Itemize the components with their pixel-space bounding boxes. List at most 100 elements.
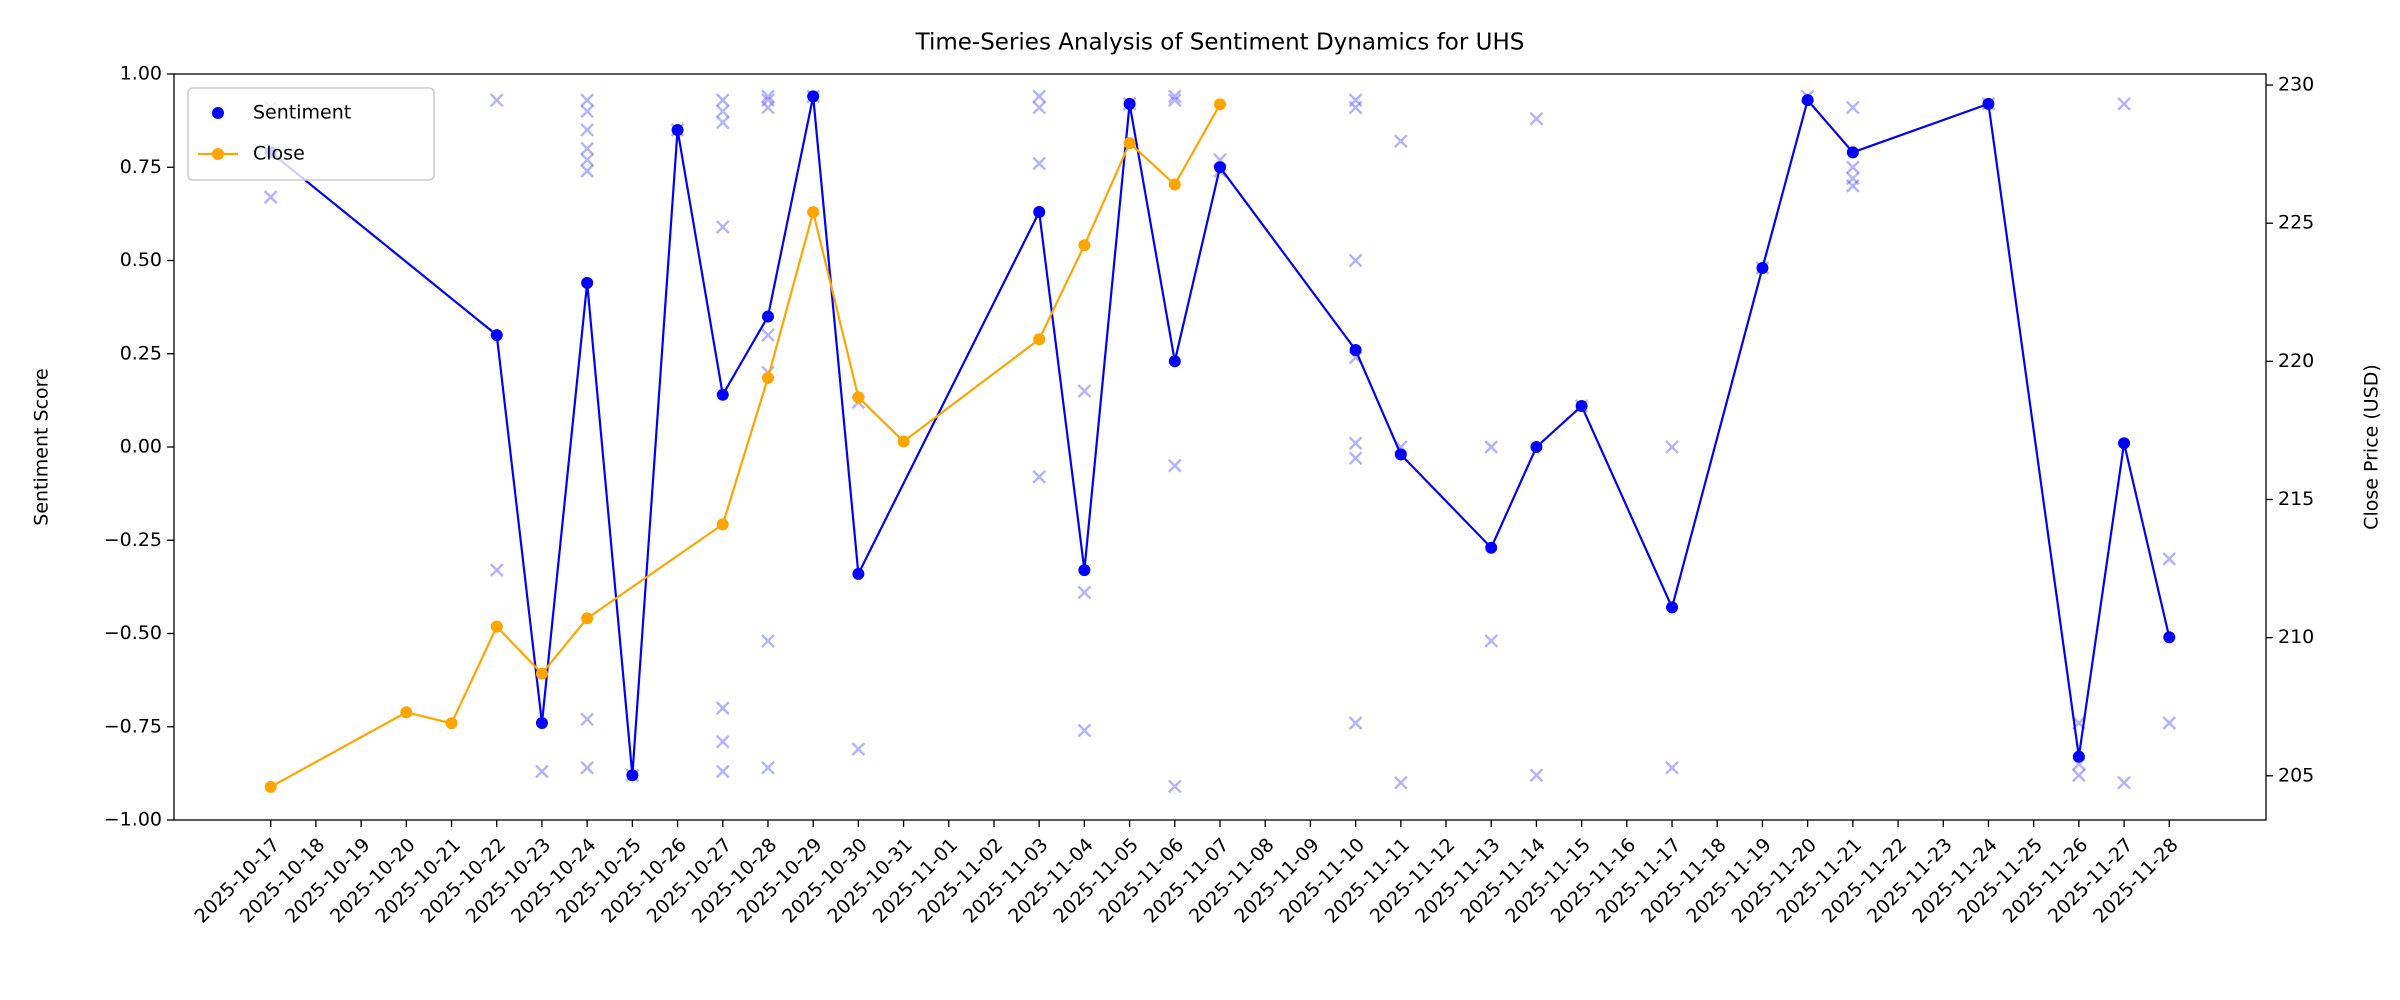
series-marker (535, 667, 548, 680)
series-marker (1033, 206, 1046, 219)
y-tick-label: −0.75 (104, 715, 162, 737)
sentiment-point (1529, 111, 1544, 126)
legend-label: Close (253, 143, 305, 165)
sentiment-point (1665, 760, 1679, 775)
sentiment-point (580, 152, 595, 167)
series-marker (445, 717, 458, 730)
sentiment-point (761, 100, 775, 115)
series-marker (716, 388, 729, 401)
sentiment-point (1167, 89, 1182, 104)
series-marker (1214, 98, 1226, 111)
sentiment-point (580, 760, 595, 775)
sentiment-point (580, 123, 595, 137)
sentiment-point (1032, 156, 1047, 171)
sentiment-point (2117, 96, 2131, 111)
sentiment-point (2072, 768, 2086, 783)
series-marker (761, 371, 774, 384)
y2-tick-label: 210 (2278, 626, 2314, 648)
sentiment-point (761, 328, 775, 342)
sentiment-point (1348, 100, 1363, 115)
series-marker (1530, 441, 1543, 453)
sentiment-point (489, 563, 504, 577)
series-marker (2163, 631, 2176, 644)
series-marker (897, 435, 910, 448)
sentiment-point (2162, 716, 2177, 730)
sentiment-point (1077, 585, 1092, 600)
sentiment-point (1077, 384, 1092, 398)
series-marker (2072, 750, 2085, 763)
series-marker (490, 329, 503, 342)
sentiment-point (1077, 723, 1092, 738)
sentiment-point (715, 764, 730, 779)
y-tick-label: −1.00 (104, 809, 162, 831)
sentiment-point (1167, 458, 1182, 473)
series-marker (581, 276, 594, 289)
sentiment-point (1032, 100, 1047, 115)
sentiment-point (1167, 779, 1182, 794)
series-marker (535, 717, 548, 730)
sentiment-point (1393, 775, 1408, 790)
series-marker (852, 567, 865, 580)
series-marker (852, 391, 865, 404)
legend-label: Sentiment (253, 102, 351, 124)
sentiment-point (1393, 134, 1408, 148)
sentiment-point (715, 220, 730, 234)
sentiment-point (580, 104, 595, 119)
sentiment-point (1167, 93, 1182, 107)
y2-tick-label: 215 (2278, 488, 2314, 510)
series-marker (490, 620, 503, 633)
y2-tick-label: 205 (2278, 764, 2314, 786)
sentiment-point (1665, 440, 1679, 454)
series-marker (1078, 564, 1091, 577)
y-axis-label: Sentiment Score (31, 368, 53, 525)
series-marker (1349, 344, 1362, 357)
y-tick-label: 0.50 (120, 249, 162, 271)
sentiment-point (1845, 179, 1860, 193)
y-tick-label: −0.25 (104, 529, 162, 551)
sentiment-point (489, 93, 504, 107)
sentiment-point (1032, 469, 1047, 484)
sentiment-point (2162, 552, 2177, 566)
series-line (270, 96, 2171, 776)
series-marker (1756, 261, 1769, 274)
sentiment-point (580, 93, 595, 107)
y2-tick-label: 225 (2278, 212, 2314, 234)
series-marker (1123, 97, 1136, 110)
sentiment-point (715, 734, 730, 749)
sentiment-point (1348, 436, 1363, 451)
series-marker (2118, 437, 2131, 450)
series-line (270, 103, 1221, 788)
sentiment-point (1032, 89, 1047, 104)
series-marker (626, 769, 639, 782)
sentiment-point (580, 164, 595, 178)
legend-box (187, 87, 435, 181)
y-tick-label: −0.50 (104, 622, 162, 644)
legend-marker (212, 148, 224, 160)
y2-axis-label: Close Price (USD) (2361, 364, 2383, 530)
sentiment-point (1348, 451, 1363, 466)
sentiment-point (1348, 716, 1363, 730)
sentiment-point (715, 93, 730, 107)
series-marker (400, 706, 413, 719)
y2-tick-label: 230 (2278, 74, 2314, 96)
series-marker (264, 780, 277, 793)
sentiment-point (761, 89, 775, 104)
series-marker (1033, 333, 1046, 346)
sentiment-point (1529, 768, 1544, 783)
sentiment-point (580, 712, 595, 727)
sentiment-point (2117, 775, 2131, 790)
sentiment-point (715, 104, 730, 119)
series-marker (1394, 448, 1407, 461)
series-marker (1214, 161, 1226, 174)
series-marker (761, 310, 774, 323)
series-marker (1168, 178, 1181, 191)
y-tick-label: 0.25 (120, 342, 162, 364)
sentiment-point (535, 764, 549, 779)
series-marker (1078, 239, 1091, 252)
y-tick-label: 0.00 (120, 436, 162, 458)
sentiment-point (580, 141, 595, 156)
sentiment-point (851, 742, 866, 756)
series-marker (1666, 601, 1679, 614)
series-marker (581, 612, 594, 625)
